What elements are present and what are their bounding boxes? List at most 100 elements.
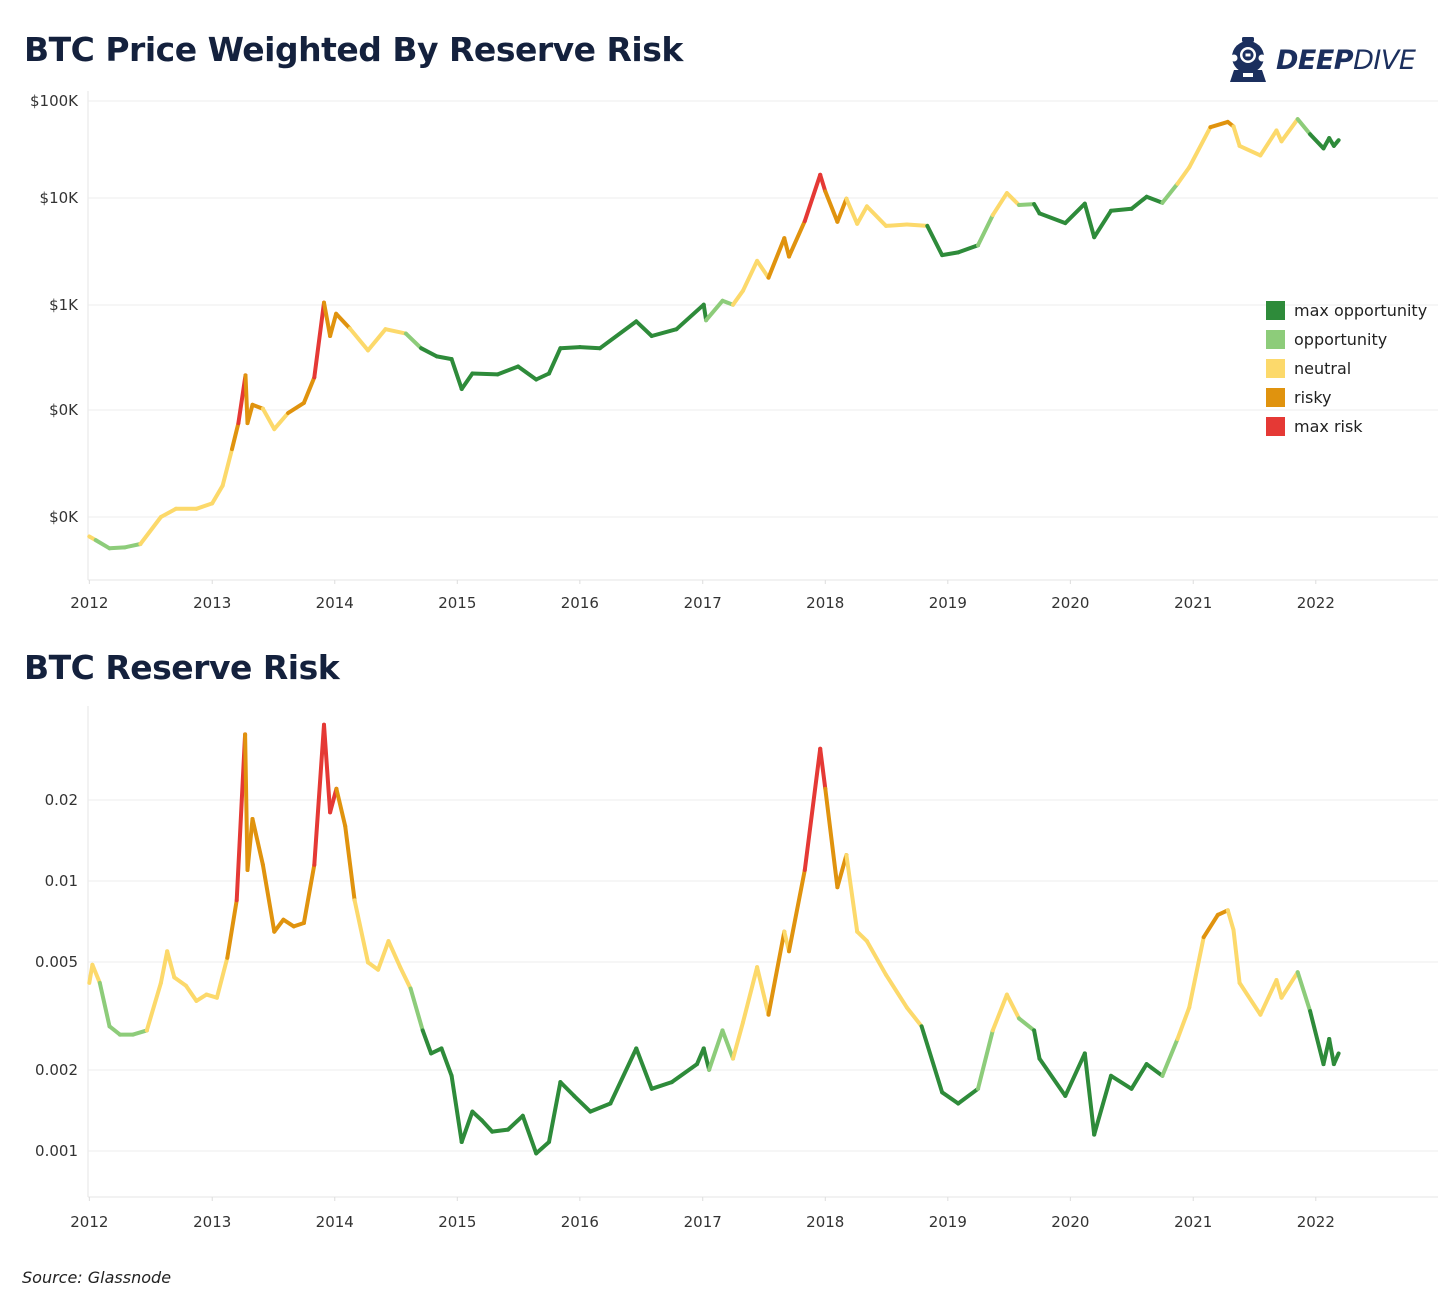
series-segment <box>408 986 425 1033</box>
series-segment <box>572 1093 593 1114</box>
series-segment <box>1258 128 1279 158</box>
series-segment <box>334 786 348 829</box>
y-tick-label: $1K <box>49 296 79 314</box>
series-segment <box>1295 970 1313 1014</box>
series-segment <box>194 501 215 511</box>
series-segment <box>1175 1005 1192 1041</box>
series-segment <box>1160 1037 1180 1078</box>
series-segment <box>904 1005 924 1029</box>
series-segment <box>755 258 771 280</box>
x-tick-label: 2016 <box>561 594 599 612</box>
legend-swatch <box>1266 417 1285 436</box>
series-segment <box>904 222 930 228</box>
series-segment <box>1231 927 1242 985</box>
series-segment <box>245 402 255 426</box>
legend-label: max opportunity <box>1294 301 1428 320</box>
legend-label: opportunity <box>1294 330 1388 349</box>
brand-strong: DEEP <box>1276 44 1354 76</box>
series-segment <box>919 1024 945 1095</box>
series-segment <box>97 980 112 1029</box>
series-segment <box>1331 1051 1341 1067</box>
deepdive-logo: DEEPDIVE <box>1226 36 1416 84</box>
series-segment <box>823 189 840 224</box>
legend-item-neutral: neutral <box>1266 354 1427 383</box>
series-segment <box>823 786 840 890</box>
source-note: Source: Glassnode <box>22 1268 172 1287</box>
series-segment <box>459 371 475 391</box>
series-segment <box>1308 1009 1326 1067</box>
series-segment <box>940 1090 961 1106</box>
x-tick-label: 2014 <box>316 594 354 612</box>
x-tick-label: 2020 <box>1051 594 1089 612</box>
series-segment <box>328 311 339 338</box>
series-segment <box>990 191 1009 218</box>
series-segment <box>1063 201 1087 226</box>
series-segment <box>449 1073 464 1144</box>
series-segment <box>1109 1073 1134 1091</box>
series-segment <box>459 1109 475 1144</box>
series-segment <box>312 722 326 867</box>
y-tick-label: $100K <box>30 92 79 110</box>
brand-light: DIVE <box>1353 44 1416 76</box>
series-segment <box>210 483 225 506</box>
x-tick-label: 2012 <box>70 594 108 612</box>
series-segment <box>398 965 413 991</box>
series-segment <box>720 1028 735 1061</box>
series-segment <box>534 371 551 382</box>
series-segment <box>741 258 760 293</box>
series-segment <box>855 929 869 944</box>
series-segment <box>495 364 521 377</box>
series-segment <box>90 962 102 985</box>
legend-swatch <box>1266 359 1285 378</box>
series-segment <box>1037 211 1068 226</box>
series-segment <box>122 542 143 550</box>
brand-wordmark: DEEPDIVE <box>1276 44 1416 76</box>
legend-swatch <box>1266 301 1285 320</box>
series-segment <box>281 917 296 929</box>
series-segment <box>835 196 849 224</box>
x-tick-label: 2021 <box>1174 1213 1212 1231</box>
legend-label: risky <box>1294 388 1332 407</box>
x-tick-label: 2019 <box>929 1213 967 1231</box>
price-series <box>87 722 1341 1156</box>
series-segment <box>588 1101 613 1114</box>
series-segment <box>731 288 745 307</box>
series-segment <box>1237 980 1263 1017</box>
y-tick-label: $0K <box>49 508 79 526</box>
series-segment <box>1109 206 1134 213</box>
y-tick-label: 0.005 <box>35 953 78 971</box>
series-segment <box>766 929 787 1017</box>
series-segment <box>787 219 807 259</box>
price-chart: $100K $10K $1K $0K $0K 2012 2013 2014 2015 2016 20… <box>30 91 1438 612</box>
series-segment <box>1082 1051 1097 1137</box>
series-segment <box>312 300 326 380</box>
diver-helmet-icon <box>1230 37 1266 82</box>
series-segment <box>352 898 370 965</box>
series-segment <box>1208 119 1230 130</box>
series-segment <box>286 400 306 415</box>
series-segment <box>925 223 945 258</box>
series-segment <box>558 1080 577 1098</box>
series-segment <box>172 975 188 988</box>
legend-item-max-risk: max risk <box>1266 412 1427 441</box>
series-segment <box>107 1024 122 1037</box>
series-segment <box>1144 194 1165 205</box>
series-segment <box>376 939 391 972</box>
series-segment <box>674 302 706 332</box>
series-segment <box>766 236 787 280</box>
legend-swatch <box>1266 330 1285 349</box>
series-segment <box>439 1046 454 1078</box>
legend-label: neutral <box>1294 359 1352 378</box>
series-segment <box>1231 124 1242 148</box>
series-segment <box>844 853 860 934</box>
series-segment <box>366 327 388 353</box>
y-tick-label: $0K <box>49 401 79 419</box>
series-segment <box>1327 1037 1336 1067</box>
series-segment <box>649 327 679 338</box>
series-segment <box>1144 1062 1165 1078</box>
series-segment <box>520 1113 539 1156</box>
y-tick-label: 0.002 <box>35 1061 78 1079</box>
series-segment <box>225 898 239 960</box>
series-segment <box>1037 1056 1068 1098</box>
series-segment <box>1187 935 1206 1010</box>
